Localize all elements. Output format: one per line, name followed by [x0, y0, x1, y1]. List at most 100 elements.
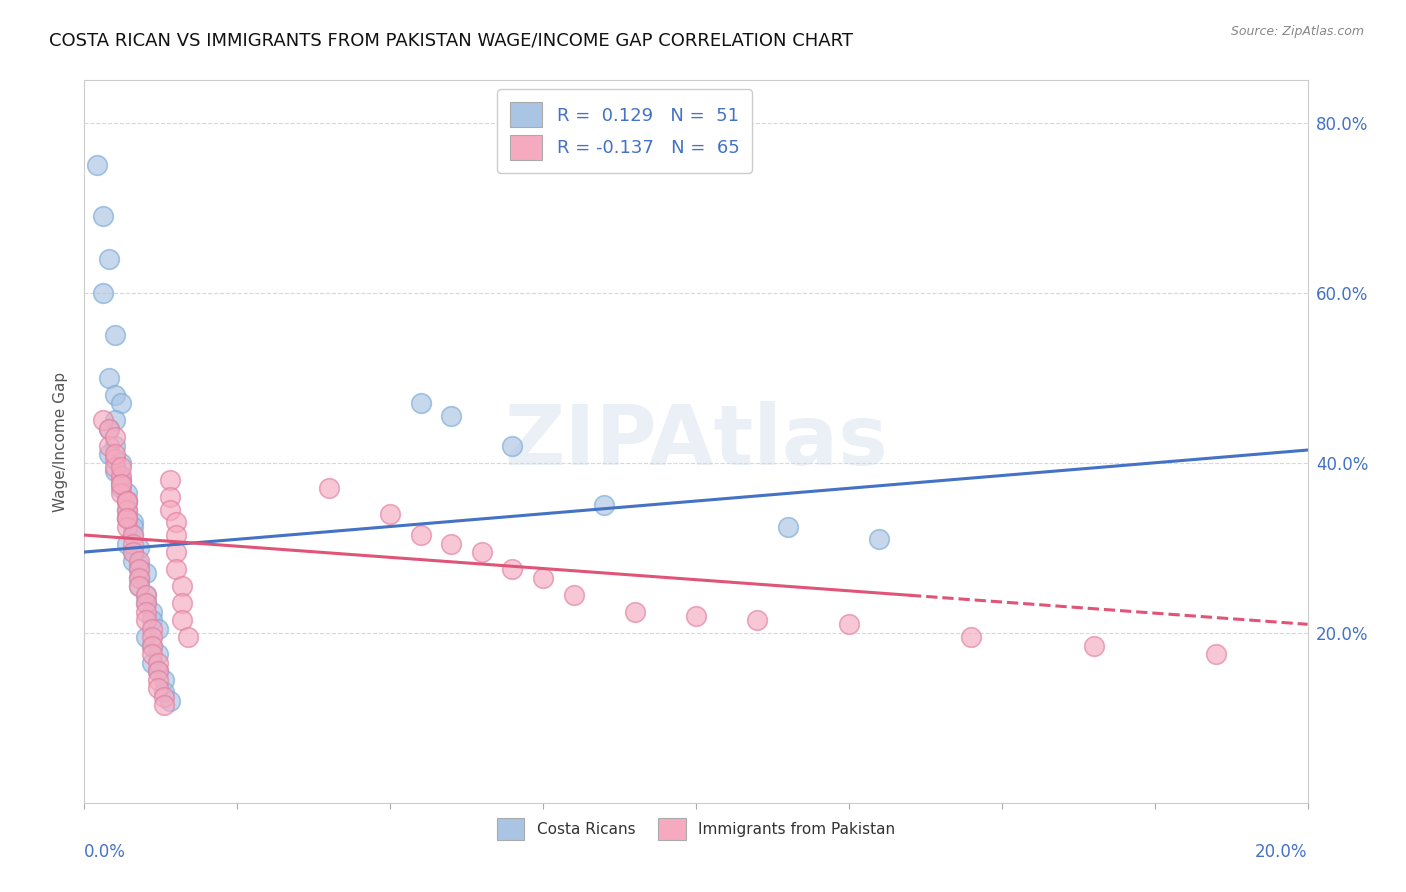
- Point: [104, 451, 127, 466]
- Point: [172, 579, 194, 593]
- Point: [440, 409, 463, 423]
- Point: [128, 579, 150, 593]
- Point: [471, 545, 494, 559]
- Text: Source: ZipAtlas.com: Source: ZipAtlas.com: [1230, 25, 1364, 38]
- Point: [135, 596, 157, 610]
- Point: [128, 553, 150, 567]
- Point: [110, 460, 132, 475]
- Point: [122, 545, 145, 559]
- Point: [440, 536, 463, 550]
- Point: [128, 541, 150, 555]
- Point: [153, 690, 176, 704]
- Text: COSTA RICAN VS IMMIGRANTS FROM PAKISTAN WAGE/INCOME GAP CORRELATION CHART: COSTA RICAN VS IMMIGRANTS FROM PAKISTAN …: [49, 31, 853, 49]
- Point: [1205, 647, 1227, 661]
- Point: [110, 473, 132, 487]
- Point: [115, 511, 138, 525]
- Point: [159, 502, 181, 516]
- Point: [110, 468, 132, 483]
- Legend: Costa Ricans, Immigrants from Pakistan: Costa Ricans, Immigrants from Pakistan: [491, 812, 901, 846]
- Point: [115, 511, 138, 525]
- Point: [409, 396, 432, 410]
- Y-axis label: Wage/Income Gap: Wage/Income Gap: [53, 371, 69, 512]
- Point: [97, 447, 120, 461]
- Point: [122, 545, 145, 559]
- Point: [165, 545, 187, 559]
- Point: [104, 328, 127, 343]
- Point: [153, 673, 176, 687]
- Point: [141, 630, 163, 644]
- Point: [409, 528, 432, 542]
- Point: [172, 613, 194, 627]
- Point: [747, 613, 769, 627]
- Text: 0.0%: 0.0%: [84, 843, 127, 861]
- Point: [869, 533, 891, 547]
- Point: [97, 252, 120, 266]
- Point: [122, 528, 145, 542]
- Point: [86, 158, 108, 172]
- Point: [146, 656, 169, 670]
- Point: [159, 490, 181, 504]
- Point: [159, 694, 181, 708]
- Point: [122, 536, 145, 550]
- Point: [135, 566, 157, 581]
- Point: [159, 473, 181, 487]
- Point: [104, 413, 127, 427]
- Point: [110, 456, 132, 470]
- Point: [115, 494, 138, 508]
- Point: [104, 388, 127, 402]
- Point: [531, 570, 554, 584]
- Point: [104, 439, 127, 453]
- Point: [122, 528, 145, 542]
- Point: [104, 430, 127, 444]
- Point: [135, 613, 157, 627]
- Point: [128, 558, 150, 572]
- Point: [110, 485, 132, 500]
- Point: [135, 588, 157, 602]
- Point: [115, 502, 138, 516]
- Point: [122, 519, 145, 533]
- Point: [110, 477, 132, 491]
- Point: [110, 481, 132, 495]
- Point: [153, 685, 176, 699]
- Point: [624, 605, 647, 619]
- Point: [172, 596, 194, 610]
- Point: [776, 519, 799, 533]
- Point: [128, 579, 150, 593]
- Point: [128, 562, 150, 576]
- Point: [115, 494, 138, 508]
- Point: [122, 553, 145, 567]
- Point: [122, 516, 145, 530]
- Point: [104, 464, 127, 478]
- Point: [135, 588, 157, 602]
- Point: [128, 570, 150, 584]
- Point: [146, 681, 169, 695]
- Point: [91, 285, 114, 300]
- Point: [177, 630, 200, 644]
- Point: [502, 439, 524, 453]
- Point: [97, 422, 120, 436]
- Point: [110, 396, 132, 410]
- Point: [115, 519, 138, 533]
- Point: [97, 422, 120, 436]
- Point: [104, 447, 127, 461]
- Point: [141, 647, 163, 661]
- Point: [1083, 639, 1105, 653]
- Text: 20.0%: 20.0%: [1256, 843, 1308, 861]
- Point: [104, 460, 127, 475]
- Point: [115, 485, 138, 500]
- Point: [135, 596, 157, 610]
- Point: [110, 477, 132, 491]
- Point: [502, 562, 524, 576]
- Point: [838, 617, 860, 632]
- Point: [165, 528, 187, 542]
- Point: [128, 570, 150, 584]
- Point: [141, 639, 163, 653]
- Text: ZIPAtlas: ZIPAtlas: [503, 401, 889, 482]
- Point: [153, 698, 176, 712]
- Point: [128, 562, 150, 576]
- Point: [97, 439, 120, 453]
- Point: [115, 502, 138, 516]
- Point: [141, 656, 163, 670]
- Point: [960, 630, 983, 644]
- Point: [146, 647, 169, 661]
